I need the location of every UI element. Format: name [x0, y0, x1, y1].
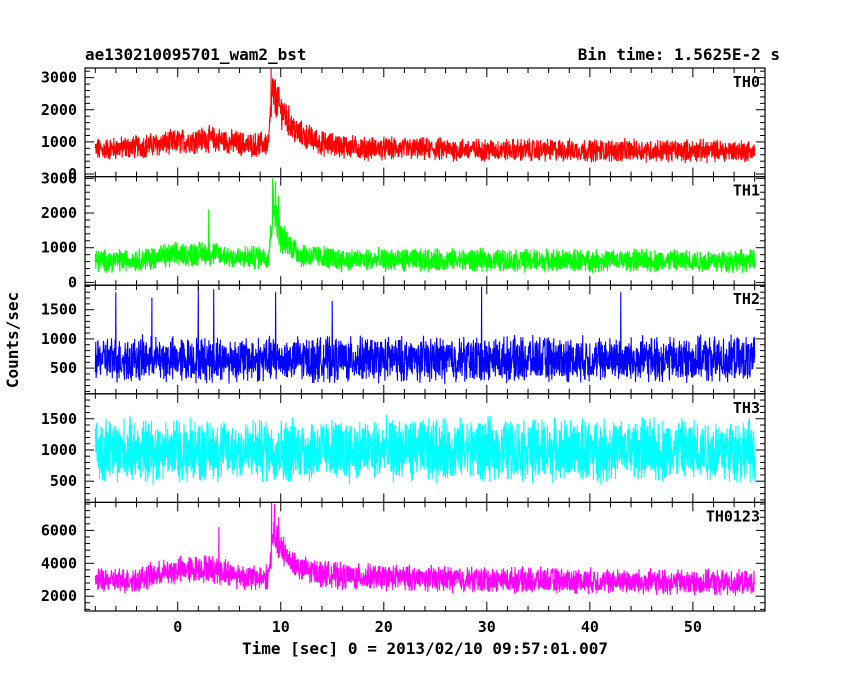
y-tick-label: 1500 — [41, 301, 77, 319]
panel-label: TH2 — [733, 290, 760, 308]
y-tick-label: 2000 — [41, 101, 77, 119]
series-th1 — [94, 178, 756, 274]
x-tick-label: 20 — [375, 618, 393, 636]
panel-th0: 0 1000 2000 3000 TH0 — [41, 67, 766, 183]
x-tick-label: 40 — [581, 618, 599, 636]
y-tick-label: 4000 — [41, 554, 77, 572]
panel-frame — [84, 67, 766, 178]
panel-label: TH0123 — [706, 507, 760, 525]
panel-label: TH0 — [733, 73, 760, 91]
x-tick-label: 0 — [173, 618, 182, 636]
x-axis-label: Time [sec] 0 = 2013/02/10 09:57:01.007 — [242, 639, 608, 658]
y-tick-label: 1000 — [41, 239, 77, 257]
y-tick-label: 3000 — [41, 69, 77, 87]
x-tick-label: 30 — [478, 618, 496, 636]
panel-label: TH3 — [733, 399, 760, 417]
series-th0123 — [94, 502, 756, 596]
panel-th3: 500 1000 1500 TH3 — [41, 393, 766, 503]
y-tick-label: 500 — [50, 472, 77, 490]
panel-th2: 500 1000 1500 TH2 — [41, 284, 766, 395]
y-tick-label: 1000 — [41, 133, 77, 151]
y-tick-label: 0 — [68, 165, 77, 183]
chart-title: ae130210095701_wam2_bst — [85, 45, 307, 64]
y-tick-label: 1500 — [41, 410, 77, 428]
y-tick-label: 1000 — [41, 330, 77, 348]
series-th0 — [94, 68, 756, 164]
panel-th1: 0 1000 2000 3000 TH1 — [41, 169, 766, 291]
panel-th0123: 2000 4000 6000 TH0123 — [41, 501, 766, 612]
series-th3 — [94, 414, 756, 485]
y-tick-label: 6000 — [41, 521, 77, 539]
x-tick-label: 10 — [272, 618, 290, 636]
panel-label: TH1 — [733, 182, 760, 200]
y-tick-label: 2000 — [41, 204, 77, 222]
y-tick-label: 500 — [50, 359, 77, 377]
y-tick-label: 3000 — [41, 169, 77, 187]
panel-frame — [84, 501, 766, 612]
panel-group: 0 1000 2000 3000 TH0 0 1000 2000 3000 TH1 500 1000 1… — [41, 67, 766, 612]
y-tick-label: 2000 — [41, 587, 77, 605]
y-tick-label: 0 — [68, 273, 77, 291]
x-tick-labels: 0 10 20 30 40 50 — [173, 618, 702, 636]
x-tick-label: 50 — [684, 618, 702, 636]
bin-time-label: Bin time: 1.5625E-2 s — [578, 45, 780, 64]
series-th2 — [94, 286, 756, 385]
panel-frame — [84, 284, 766, 395]
y-tick-label: 1000 — [41, 441, 77, 459]
y-axis-label: Counts/sec — [3, 292, 22, 388]
